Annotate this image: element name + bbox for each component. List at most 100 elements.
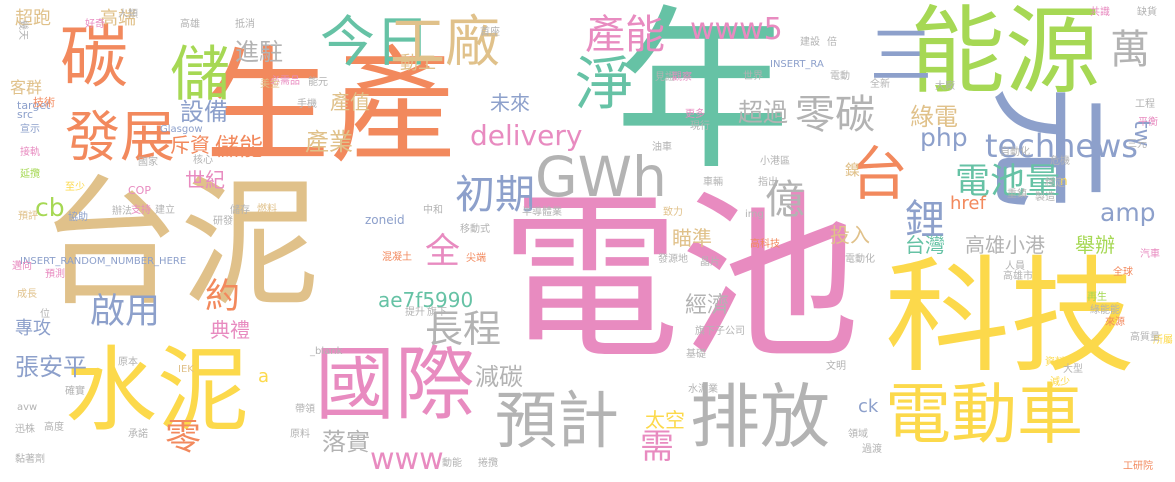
cloud-word: 車輛: [703, 177, 723, 188]
cloud-word: 張安平: [15, 353, 87, 381]
cloud-word: 邁向: [12, 261, 32, 272]
cloud-word: 電池量: [955, 162, 1061, 202]
cloud-word: 減碳: [475, 363, 523, 391]
cloud-word: _blank: [310, 346, 343, 357]
cloud-word: 觀察: [672, 72, 692, 83]
cloud-word: 零: [165, 417, 202, 458]
cloud-word: 高端: [100, 8, 136, 29]
cloud-word: 三: [870, 19, 933, 92]
cloud-word: 美金: [260, 79, 280, 90]
cloud-word: target: [17, 99, 51, 112]
cloud-word: 投入: [830, 223, 870, 247]
cloud-word: IEK: [178, 364, 194, 375]
cloud-word: 首座: [480, 27, 500, 38]
cloud-word: Glasgow: [160, 124, 203, 135]
cloud-word: src: [17, 108, 34, 121]
cloud-word: 億: [765, 177, 805, 223]
cloud-word: 動工: [400, 53, 436, 74]
cloud-word: 發展: [65, 105, 176, 169]
cloud-word: 黏著劑: [15, 454, 45, 465]
cloud-word: 斥資: [170, 133, 210, 157]
cloud-word: 高度: [44, 422, 64, 433]
cloud-word: 儲存: [230, 205, 250, 216]
cloud-word: 原料: [290, 429, 310, 440]
cloud-word: 技術: [33, 96, 55, 109]
cloud-word: 舉辦: [1075, 233, 1115, 257]
cloud-word: 全新: [870, 79, 890, 90]
cloud-word: 排放: [690, 376, 830, 458]
cloud-word: 接軌: [20, 147, 40, 158]
cloud-word: 資料: [1045, 357, 1065, 368]
cloud-word: 缺貨: [1137, 7, 1157, 18]
cloud-word: 油車: [652, 142, 672, 153]
cloud-word: technews: [985, 127, 1138, 165]
cloud-word: 人類: [118, 9, 138, 20]
cloud-word: 儲能: [215, 133, 263, 161]
cloud-word: delivery: [470, 119, 583, 152]
cloud-word: 共識: [1090, 7, 1110, 18]
cloud-word: 建設: [800, 37, 820, 48]
cloud-word: 建立: [155, 205, 175, 216]
cloud-word: 動能: [442, 458, 462, 469]
cloud-word: avw: [17, 402, 38, 413]
cloud-word: 位: [40, 309, 50, 320]
cloud-word: 全: [425, 232, 461, 272]
cloud-word: 手機: [297, 99, 317, 110]
cloud-word: 產值: [330, 90, 370, 114]
cloud-word: 預計: [495, 384, 620, 457]
cloud-word: 綠電: [910, 103, 958, 131]
cloud-word: 產業: [305, 128, 353, 156]
cloud-word: 危機: [1050, 156, 1070, 167]
cloud-word: ck: [858, 396, 879, 417]
cloud-word: 水泥: [65, 337, 250, 444]
cloud-word: COP: [128, 184, 151, 197]
cloud-word: 瞄準: [672, 226, 712, 250]
cloud-word: 領域: [848, 429, 868, 440]
cloud-word: 萬: [1110, 27, 1150, 73]
cloud-word: 落實: [322, 428, 370, 456]
cloud-word: 碳: [60, 19, 129, 98]
cloud-word: php: [920, 123, 968, 152]
cloud-word: 科技: [885, 245, 1135, 390]
cloud-word: 啟用: [90, 292, 161, 332]
cloud-word: 確實: [65, 386, 85, 397]
cloud-word: 產能: [585, 12, 665, 58]
cloud-word: 協助: [68, 212, 88, 223]
cloud-word: img: [745, 209, 764, 220]
cloud-word: 現行: [690, 121, 710, 132]
cloud-word: 客群: [10, 78, 43, 97]
cloud-word: 典禮: [210, 318, 250, 342]
cloud-word: 初期: [455, 172, 535, 218]
cloud-word: GWh: [535, 145, 667, 209]
cloud-word: 台: [850, 140, 909, 208]
cloud-word: 研發: [213, 216, 233, 227]
cloud-word: 支持: [131, 205, 151, 216]
cloud-word: 今日: [320, 10, 431, 74]
cloud-word: 人員: [1005, 261, 1025, 272]
cloud-word: INSERT_RANDOM_NUMBER_HERE: [20, 256, 187, 267]
cloud-word: 零碳: [795, 92, 875, 138]
cloud-word: 台灣: [905, 233, 945, 257]
cloud-word: 旗下子公司: [695, 326, 745, 337]
cloud-word: 尖端: [466, 253, 486, 264]
cloud-word: 更多: [685, 109, 705, 120]
cloud-word: 世紀: [185, 168, 225, 192]
cloud-word: 電動化: [845, 254, 875, 265]
cloud-word: 製造: [1035, 192, 1055, 203]
cloud-word: 好奇: [85, 19, 105, 30]
cloud-word: 大型: [1063, 364, 1083, 375]
cloud-word: 大廠: [935, 81, 955, 92]
cloud-word: 平衡: [1138, 117, 1158, 128]
cloud-word: 高質量: [1130, 332, 1160, 343]
cloud-word: href: [950, 193, 986, 214]
cloud-word: 年: [615, 0, 790, 194]
cloud-word: 減少: [1050, 377, 1070, 388]
cloud-word: 高雄: [180, 19, 200, 30]
cloud-word: 混凝土: [382, 252, 412, 263]
cloud-word: 中和: [423, 205, 443, 216]
cloud-word: 國家: [138, 157, 158, 168]
cloud-word: 延攬: [20, 169, 40, 180]
cloud-word: 至少: [65, 182, 85, 193]
cloud-word: 能元: [308, 77, 328, 88]
cloud-word: 長程: [425, 307, 502, 351]
